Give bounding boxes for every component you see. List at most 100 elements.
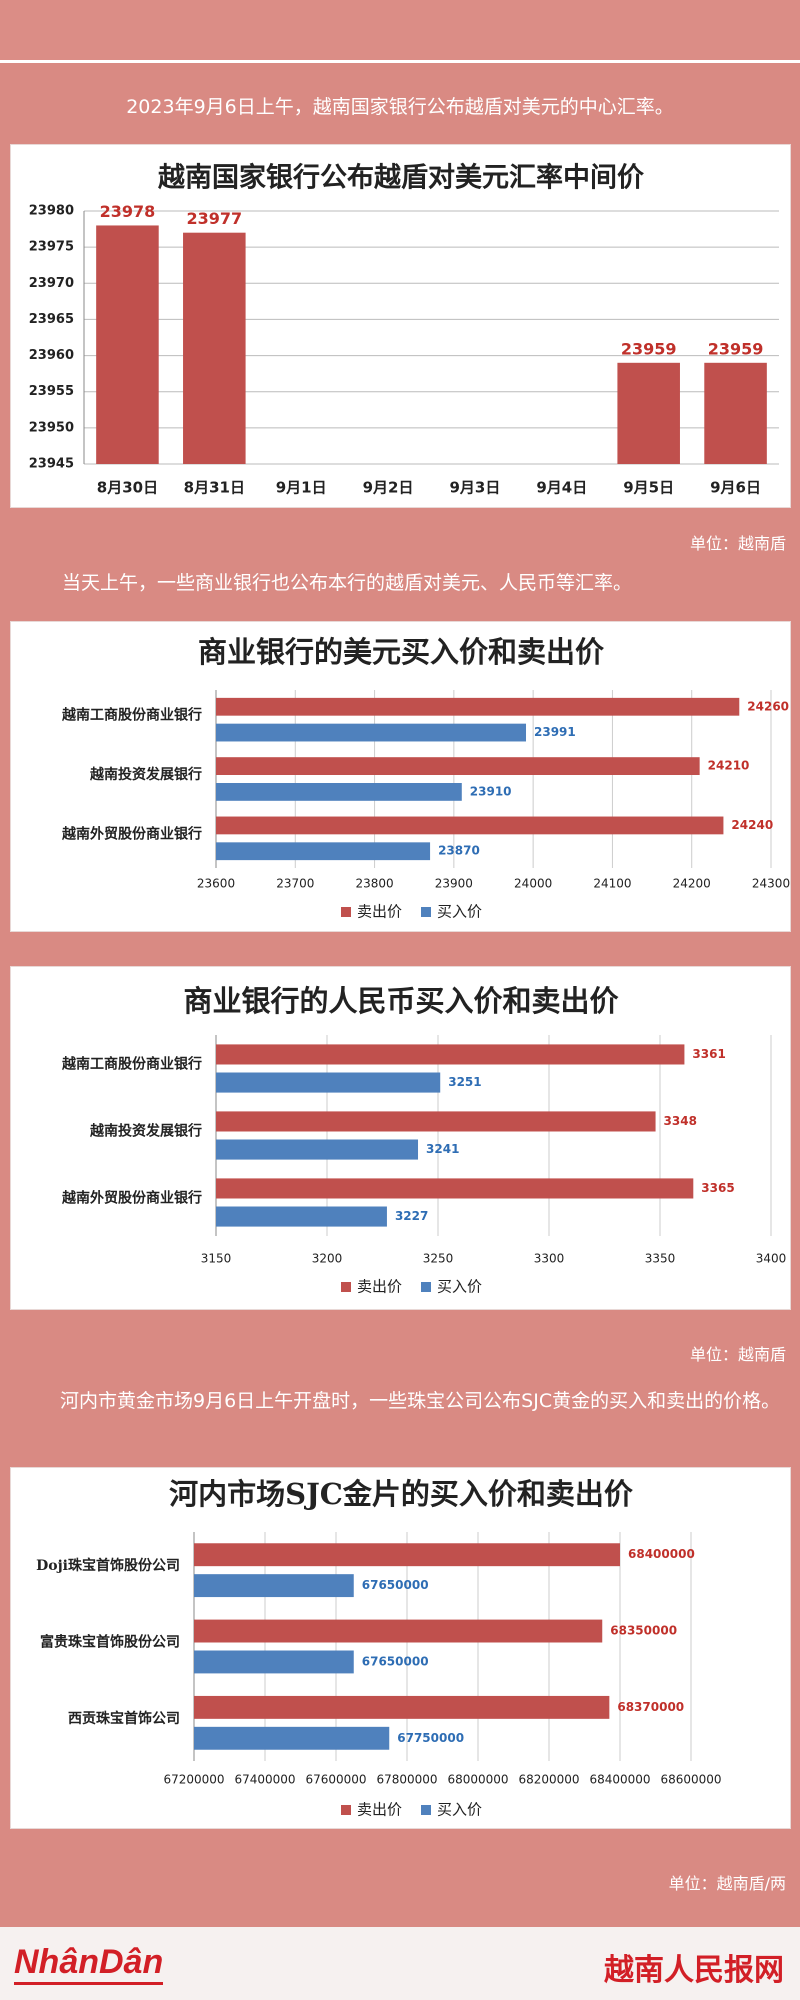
legend-label: 卖出价 xyxy=(357,903,402,921)
logo: NhânDân xyxy=(14,1943,164,1985)
bar xyxy=(194,1726,390,1750)
x-tick-label: 3400 xyxy=(756,1252,787,1266)
x-tick-label: 3200 xyxy=(312,1252,343,1266)
x-tick-label: 68400000 xyxy=(589,1773,650,1787)
legend-swatch xyxy=(341,1282,351,1292)
legend-label: 买入价 xyxy=(437,1278,482,1296)
y-tick-label: 23960 xyxy=(29,348,74,363)
data-label: 23978 xyxy=(100,202,156,221)
bar xyxy=(216,757,700,775)
y-tick-label: 23955 xyxy=(29,384,74,399)
x-tick-label: 8月30日 xyxy=(97,479,158,497)
x-tick-label: 9月1日 xyxy=(276,479,327,497)
x-tick-label: 23600 xyxy=(197,877,235,891)
data-label: 23959 xyxy=(708,339,764,358)
bar xyxy=(194,1695,610,1719)
bar xyxy=(216,723,527,742)
bar xyxy=(194,1574,354,1598)
x-tick-label: 23700 xyxy=(276,877,314,891)
y-tick-label: 越南外贸股份商业银行 xyxy=(61,1190,202,1207)
footer: NhânDân 越南人民报网 xyxy=(0,1927,800,2000)
chart: 河内市场SJC金片的买入价和卖出价 67200000 67400000 6760000… xyxy=(10,1467,791,1829)
paragraph: 当天上午，一些商业银行也公布本行的越盾对美元、人民币等汇率。 xyxy=(62,572,633,594)
legend-label: 卖出价 xyxy=(357,1278,402,1296)
legend-label: 卖出价 xyxy=(357,1801,402,1819)
y-tick-label: 23970 xyxy=(29,276,74,291)
x-tick-label: 8月31日 xyxy=(184,479,245,497)
y-tick-label: 23975 xyxy=(29,240,74,255)
x-tick-label: 67800000 xyxy=(376,1773,437,1787)
bar xyxy=(216,816,724,835)
bar xyxy=(216,1206,387,1227)
legend-label: 买入价 xyxy=(437,1801,482,1819)
y-tick-label: 越南工商股份商业银行 xyxy=(61,707,202,724)
site-name: 越南人民报网 xyxy=(604,1953,784,1988)
data-label: 3361 xyxy=(692,1047,725,1061)
unit-label: 单位：越南盾/两 xyxy=(668,1874,786,1893)
x-tick-label: 24000 xyxy=(514,877,552,891)
y-tick-label: 富贵珠宝首饰股份公司 xyxy=(40,1634,180,1651)
data-label: 3365 xyxy=(701,1181,734,1195)
bar xyxy=(216,842,431,861)
data-label: 3251 xyxy=(448,1075,481,1089)
y-tick-label: 越南外贸股份商业银行 xyxy=(61,825,202,842)
data-label: 68400000 xyxy=(628,1547,695,1561)
legend-swatch xyxy=(421,907,431,917)
data-label: 24240 xyxy=(731,818,773,832)
chart-title: 河内市场SJC金片的买入价和卖出价 xyxy=(169,1477,634,1511)
chart: 商业银行的美元买入价和卖出价 23600 23700 23800 23900 24000 2… xyxy=(10,621,791,932)
bar xyxy=(216,1044,685,1065)
bar xyxy=(216,1072,441,1093)
legend-label: 买入价 xyxy=(437,903,482,921)
paragraph: 河内市黄金市场9月6日上午开盘时，一些珠宝公司公布SJC黄金的买入和卖出的价格。 xyxy=(60,1390,781,1412)
y-tick-label: 越南投资发展银行 xyxy=(89,766,202,783)
bar xyxy=(216,697,740,716)
x-tick-label: 9月2日 xyxy=(363,479,414,497)
x-tick-label: 68200000 xyxy=(518,1773,579,1787)
chart: 商业银行的人民币买入价和卖出价 3150 3200 3250 3300 3350 3400 越… xyxy=(10,966,791,1310)
data-label: 67650000 xyxy=(362,1578,429,1592)
bar xyxy=(216,1178,694,1199)
data-label: 24210 xyxy=(708,759,750,773)
y-tick-label: 西贡珠宝首饰公司 xyxy=(68,1710,180,1727)
x-tick-label: 3150 xyxy=(201,1252,232,1266)
x-tick-label: 9月5日 xyxy=(623,479,674,497)
data-label: 23959 xyxy=(621,339,677,358)
x-tick-label: 67600000 xyxy=(305,1773,366,1787)
x-tick-label: 3300 xyxy=(534,1252,565,1266)
data-label: 67750000 xyxy=(397,1731,464,1745)
legend-swatch xyxy=(341,1805,351,1815)
unit-label: 单位：越南盾 xyxy=(689,1345,786,1364)
chart-title: 商业银行的人民币买入价和卖出价 xyxy=(183,984,619,1018)
data-label: 68350000 xyxy=(610,1624,677,1638)
data-label: 67650000 xyxy=(362,1654,429,1668)
x-tick-label: 67200000 xyxy=(163,1773,224,1787)
bar xyxy=(194,1619,603,1643)
bar xyxy=(617,362,680,464)
x-tick-label: 23900 xyxy=(435,877,473,891)
x-tick-label: 3350 xyxy=(645,1252,676,1266)
y-tick-label: 23945 xyxy=(29,457,74,472)
y-tick-label: 越南投资发展银行 xyxy=(89,1123,202,1140)
data-label: 23991 xyxy=(534,725,576,739)
intro: 2023年9月6日上午，越南国家银行公布越盾对美元的中心汇率。 xyxy=(126,96,674,118)
chart-title: 商业银行的美元买入价和卖出价 xyxy=(198,635,605,669)
legend-swatch xyxy=(421,1805,431,1815)
x-tick-label: 3250 xyxy=(423,1252,454,1266)
x-tick-label: 24100 xyxy=(593,877,631,891)
data-label: 23910 xyxy=(470,784,512,798)
data-label: 3241 xyxy=(426,1142,459,1156)
bar xyxy=(194,1543,620,1567)
y-tick-label: 越南工商股份商业银行 xyxy=(61,1056,202,1073)
x-tick-label: 24300 xyxy=(752,877,790,891)
legend-swatch xyxy=(341,907,351,917)
data-label: 68370000 xyxy=(617,1700,684,1714)
legend-swatch xyxy=(421,1282,431,1292)
x-tick-label: 9月3日 xyxy=(450,479,501,497)
data-label: 24260 xyxy=(747,699,789,713)
bar xyxy=(216,1111,656,1132)
top-band xyxy=(0,0,800,63)
bar xyxy=(216,1139,419,1160)
bar xyxy=(96,225,159,464)
